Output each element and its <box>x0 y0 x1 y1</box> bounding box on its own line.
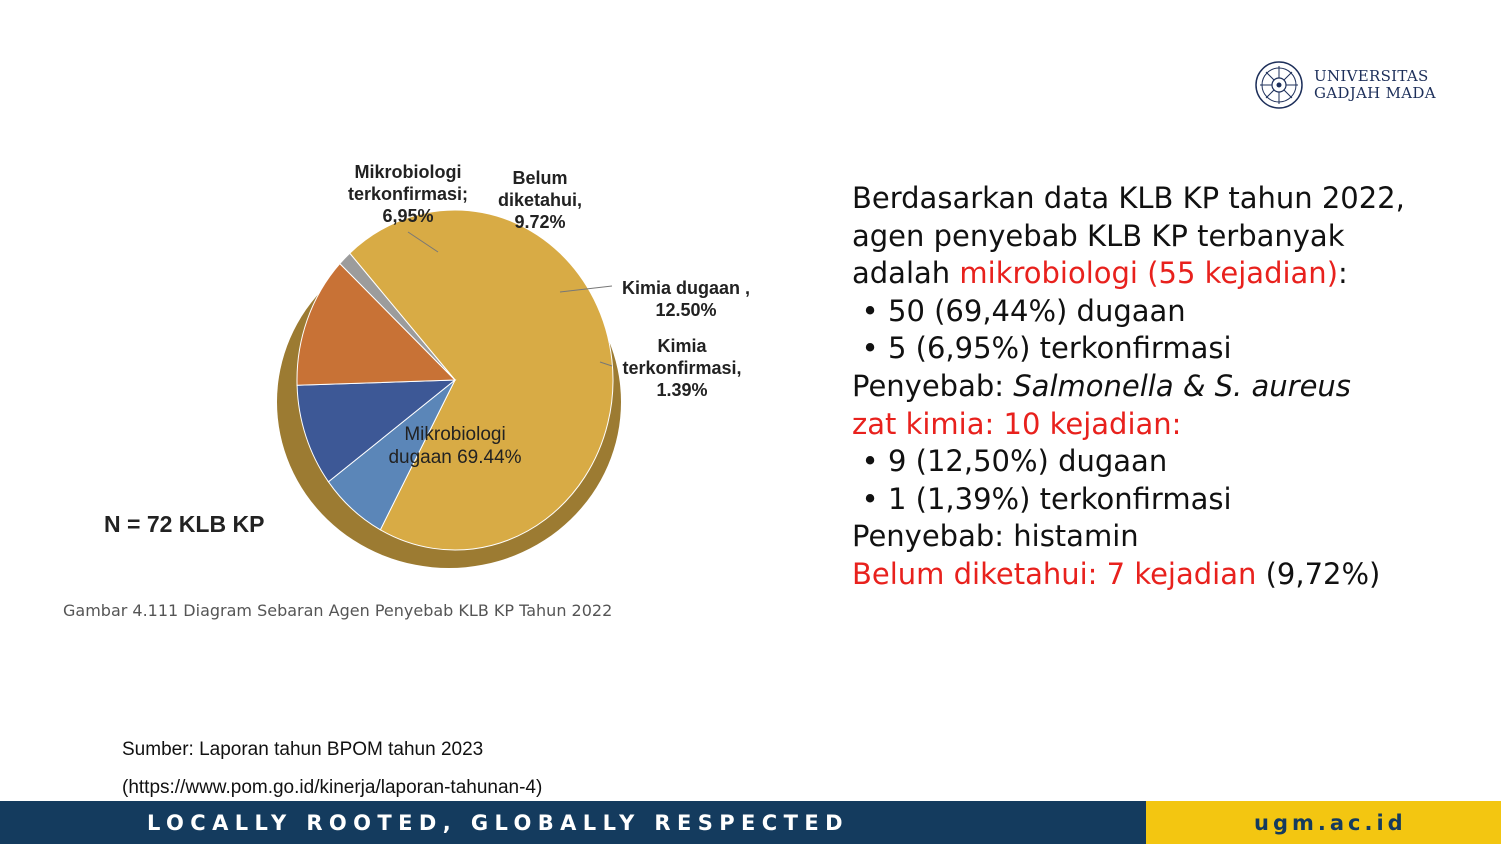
explain-line2: agen penyebab KLB KP terbanyak <box>852 218 1345 253</box>
pie-chart: Mikrobiologi dugaan 69.44% Mikrobiologi ter… <box>0 140 800 580</box>
explain-line3-prefix: adalah <box>852 256 960 291</box>
pie-chart-svg: Mikrobiologi dugaan 69.44% Mikrobiologi ter… <box>277 162 750 568</box>
logo-text: UNIVERSITAS GADJAH MADA <box>1314 68 1436 102</box>
pie-slice-3 <box>296 262 457 386</box>
slice-label-3: Kimia dugaan , 12.50% <box>622 278 750 320</box>
pie-slice-4 <box>339 252 456 381</box>
footer-accent <box>1146 801 1501 844</box>
figure-caption: Gambar 4.111 Diagram Sebaran Agen Penyeb… <box>63 601 613 620</box>
slice-label-1: Mikrobiologi terkonfirmasi; 6,95% <box>348 162 468 226</box>
chemical-highlight: zat kimia: 10 kejadian: <box>852 406 1182 441</box>
slice-label-2: Belum diketahui, 9.72% <box>498 168 582 232</box>
slice-label-4: Kimia terkonfirmasi, 1.39% <box>622 336 741 400</box>
microbiology-highlight: mikrobiologi (55 kejadian) <box>959 256 1339 291</box>
footer-bar <box>0 801 1146 844</box>
logo-line1: UNIVERSITAS <box>1314 67 1429 85</box>
bullet-item: • 9 (12,50%) dugaan <box>852 443 1462 481</box>
leader-line-1 <box>599 361 613 367</box>
bullet-dot: • <box>861 481 879 516</box>
pie-slice-0 <box>349 209 614 551</box>
source-note: Sumber: Laporan tahun BPOM tahun 2023 (h… <box>122 731 542 807</box>
bullet-text: 9 (12,50%) dugaan <box>888 444 1168 479</box>
footer-site: ugm.ac.id <box>1254 811 1407 835</box>
unknown-highlight: Belum diketahui: 7 kejadian <box>852 556 1257 591</box>
source-link: (https://www.pom.go.id/kinerja/laporan-t… <box>122 777 543 798</box>
cause-prefix: Penyebab: <box>852 368 1014 403</box>
bullet-text: 5 (6,95%) terkonfirmasi <box>888 331 1232 366</box>
bullet-dot: • <box>861 444 879 479</box>
bullet-text: 1 (1,39%) terkonfirmasi <box>888 481 1232 516</box>
ugm-logo: UNIVERSITAS GADJAH MADA <box>1254 60 1436 110</box>
cause-line-1: Penyebab: Salmonella & S. aureus <box>852 368 1462 406</box>
explain-line3-suffix: : <box>1338 256 1348 291</box>
cause-line-2: Penyebab: histamin <box>852 519 1139 554</box>
explain-line1: Berdasarkan data KLB KP tahun 2022, <box>852 181 1405 215</box>
logo-line2: GADJAH MADA <box>1314 84 1436 102</box>
unknown-percent: (9,72%) <box>1256 556 1381 591</box>
ugm-seal-icon <box>1255 61 1303 109</box>
bullet-item: • 1 (1,39%) terkonfirmasi <box>852 481 1462 519</box>
slice-label-0: Mikrobiologi dugaan 69.44% <box>388 424 521 468</box>
leader-line-0 <box>559 285 613 293</box>
unknown-line: Belum diketahui: 7 kejadian (9,72%) <box>852 556 1462 594</box>
explain-line3: adalah mikrobiologi (55 kejadian): <box>852 255 1462 293</box>
bullet-text: 50 (69,44%) dugaan <box>888 293 1186 328</box>
footer-slogan: LOCALLY ROOTED, GLOBALLY RESPECTED <box>147 811 849 835</box>
pie-slice-2 <box>296 379 457 483</box>
bullet-item: • 50 (69,44%) dugaan <box>852 293 1462 331</box>
bullet-dot: • <box>861 331 879 366</box>
sample-size-label: N = 72 KLB KP <box>104 511 265 537</box>
leader-line-2 <box>407 231 439 253</box>
cause-organisms: Salmonella & S. aureus <box>1013 368 1351 403</box>
bullet-item: • 5 (6,95%) terkonfirmasi <box>852 330 1462 368</box>
source-line1: Sumber: Laporan tahun BPOM tahun 2023 <box>122 739 484 760</box>
explanation-text: Berdasarkan data KLB KP tahun 2022, agen… <box>852 180 1462 594</box>
bullet-dot: • <box>861 293 879 328</box>
